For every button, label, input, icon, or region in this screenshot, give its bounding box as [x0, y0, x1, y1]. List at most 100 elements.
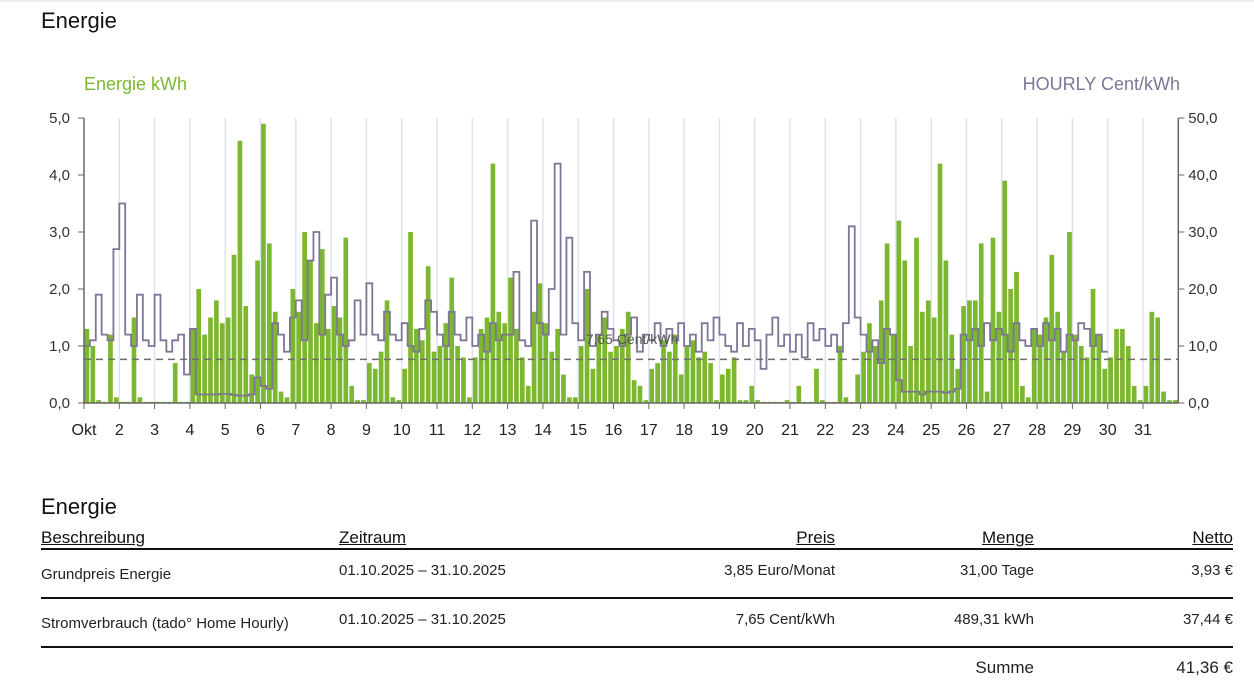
energy-bar	[837, 346, 843, 403]
price-line	[84, 162, 1108, 397]
energy-bar	[843, 397, 849, 403]
x-tick-label: 11	[429, 422, 446, 439]
energy-bar	[472, 357, 478, 403]
x-tick-label: 25	[922, 422, 940, 439]
x-tick-label: Okt	[72, 422, 97, 439]
energy-bar	[1073, 334, 1078, 403]
energy-bar	[672, 334, 678, 403]
energy-bar	[1020, 385, 1025, 403]
energy-bar	[172, 363, 178, 403]
energy-bar	[861, 351, 866, 403]
page-title: Energie	[41, 8, 117, 33]
energy-bar	[1061, 351, 1066, 403]
energy-bar	[1078, 346, 1084, 403]
energy-bar	[208, 317, 213, 403]
energy-bar	[961, 306, 966, 403]
energy-bar	[590, 368, 596, 403]
right-tick-label: 0,0	[1188, 395, 1209, 412]
sum-value: 41,36 €	[1176, 658, 1233, 677]
energy-bar	[1031, 328, 1037, 403]
energy-bar	[378, 351, 384, 403]
energy-bar	[796, 385, 802, 403]
energy-bar	[708, 363, 713, 403]
table-row: Stromverbrauch (tado° Home Hourly) 01.10…	[41, 598, 1233, 648]
left-tick-label: 2,0	[49, 281, 70, 298]
header-preis: Preis	[796, 528, 835, 547]
energy-bar	[1161, 391, 1166, 403]
energy-bar	[437, 346, 443, 403]
energy-bar	[537, 283, 543, 403]
energy-bar	[872, 346, 878, 403]
x-tick-label: 15	[569, 422, 587, 439]
energy-bar	[943, 260, 949, 403]
energy-bar	[202, 334, 207, 403]
energy-bar	[625, 311, 631, 403]
header-menge: Menge	[982, 528, 1034, 547]
energy-bar	[667, 351, 672, 403]
energy-bar	[1149, 311, 1155, 403]
energy-bar	[531, 311, 537, 403]
energy-bar	[696, 357, 702, 403]
x-tick-label: 23	[852, 422, 870, 439]
cell-netto: 3,93 €	[1034, 549, 1233, 599]
energy-bar	[596, 334, 602, 403]
energy-bar	[990, 237, 996, 403]
energy-bar	[108, 334, 113, 403]
x-tick-label: 27	[993, 422, 1011, 439]
energy-bar	[731, 357, 737, 403]
energy-bar	[1043, 317, 1049, 403]
cell-netto: 37,44 €	[1034, 598, 1233, 648]
energy-bar	[284, 397, 290, 403]
energy-bar	[814, 368, 819, 403]
x-tick-label: 30	[1099, 422, 1117, 439]
energy-bar	[96, 400, 102, 403]
energy-bar	[1143, 385, 1149, 403]
x-tick-label: 21	[781, 422, 799, 439]
energy-bar	[84, 328, 90, 403]
energy-bar	[996, 311, 1002, 403]
left-tick-label: 0,0	[49, 395, 70, 412]
x-tick-label: 6	[256, 422, 265, 439]
energy-bar	[978, 243, 984, 403]
energy-bar	[1114, 328, 1119, 403]
energy-bar	[296, 311, 302, 403]
x-tick-label: 8	[327, 422, 336, 439]
left-tick-label: 5,0	[49, 110, 70, 127]
energy-bar	[484, 317, 490, 403]
energy-bar	[196, 289, 202, 403]
energy-bar	[384, 300, 390, 403]
energy-bar	[614, 346, 619, 403]
energy-bar	[955, 368, 961, 403]
energy-bar	[608, 351, 613, 403]
energy-bar	[431, 351, 437, 403]
energy-bar	[743, 400, 749, 403]
energy-bar	[308, 260, 313, 403]
header-beschreibung: Beschreibung	[41, 528, 145, 547]
energy-chart: 7,65 Cent/kWh 0,0 1,0 2,0 3,0 4,0 5,0 0,0 10,0 20…	[49, 74, 1217, 439]
x-tick-label: 9	[362, 422, 371, 439]
energy-bar	[496, 311, 502, 403]
energy-bar	[1025, 397, 1031, 403]
energy-bar	[867, 323, 872, 403]
energy-bar	[1131, 385, 1137, 403]
right-axis-title: HOURLY Cent/kWh	[1023, 74, 1180, 94]
energy-bar	[278, 391, 284, 403]
energy-bar	[425, 266, 431, 403]
energy-bar	[402, 368, 407, 403]
energy-bar	[561, 374, 566, 403]
x-tick-label: 3	[150, 422, 159, 439]
energy-bar	[1002, 180, 1008, 403]
energy-bar	[931, 317, 937, 403]
table-header: Beschreibung Zeitraum Preis Menge Netto	[41, 526, 1233, 550]
energy-bar	[137, 397, 143, 403]
energy-bar	[902, 260, 908, 403]
energy-bar	[190, 328, 196, 403]
sum-row: Summe 41,36 €	[41, 647, 1233, 696]
header-netto: Netto	[1192, 528, 1233, 547]
energy-bar	[243, 306, 249, 403]
energy-bar	[1155, 317, 1161, 403]
energy-bar	[455, 346, 460, 403]
energy-bar	[390, 397, 396, 403]
energy-bar	[543, 323, 549, 403]
energy-bar	[631, 380, 637, 403]
